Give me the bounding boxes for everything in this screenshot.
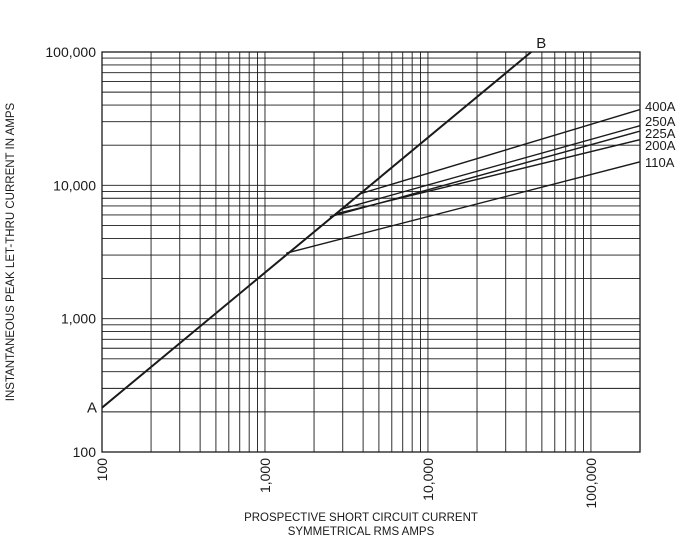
y-axis-title: INSTANTANEOUS PEAK LET-THRU CURRENT IN A… [5, 102, 17, 401]
x-tick-label: 1,000 [257, 458, 273, 493]
reference-start-label: A [87, 400, 97, 417]
x-tick-label: 10,000 [420, 458, 436, 501]
series-line [335, 138, 641, 215]
series-label: 225A [645, 126, 676, 141]
x-tick-label: 100 [94, 458, 110, 482]
x-axis-title-line-2: SYMMETRICAL RMS AMPS [288, 526, 435, 538]
reference-line-a-b [101, 51, 532, 409]
x-tick-label: 100,000 [583, 458, 599, 509]
series-label: 250A [645, 114, 676, 129]
series-line [361, 108, 641, 195]
plot-frame [101, 51, 641, 453]
y-tick-label: 10,000 [53, 177, 96, 193]
y-tick-labels: 100 1,000 10,000 100,000 [45, 44, 96, 460]
series-label: 110A [645, 155, 675, 170]
x-tick-labels: 100 1,000 10,000 100,000 [94, 458, 599, 509]
series-label: 200A [645, 138, 676, 153]
series-label: 400A [645, 99, 676, 114]
series-line [286, 161, 641, 254]
y-tick-label: 100,000 [45, 44, 96, 60]
lines [101, 51, 641, 409]
reference-end-label: B [536, 35, 546, 52]
grid [102, 52, 640, 452]
y-tick-label: 100 [73, 444, 97, 460]
x-axis-title-line-1: PROSPECTIVE SHORT CIRCUIT CURRENT [244, 512, 478, 524]
y-tick-label: 1,000 [61, 311, 96, 327]
series-line [340, 125, 641, 211]
